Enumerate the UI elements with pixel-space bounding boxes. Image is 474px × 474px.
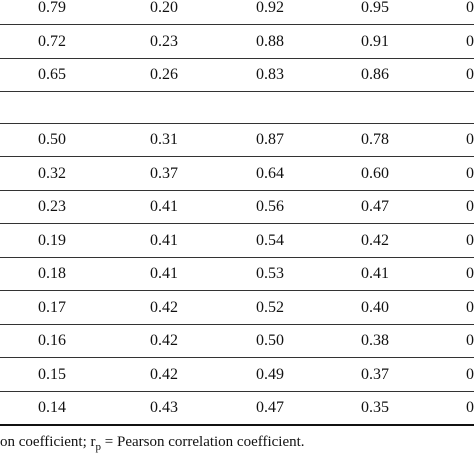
table-cell: 0 <box>466 32 474 50</box>
table-cell: 0.41 <box>150 231 178 249</box>
table-cell: 0.50 <box>256 332 284 349</box>
table-cell: 0.42 <box>150 298 178 316</box>
table-cell: 0 <box>466 332 474 349</box>
table-cell: 0.41 <box>150 265 178 282</box>
table-cell: 0.50 <box>38 131 66 148</box>
footnote-text: on coefficient; r <box>0 434 96 450</box>
table-cell: 0.23 <box>150 32 178 50</box>
table-cell: 0.92 <box>256 0 284 16</box>
table-cell: 0.87 <box>256 131 284 148</box>
table-cell: 0.35 <box>361 399 389 416</box>
table-cell: 0.53 <box>256 265 284 282</box>
row-rule <box>0 123 474 124</box>
row-rule <box>0 189 474 191</box>
row-rule <box>0 290 474 291</box>
footnote-text: = Pearson correlation coefficient. <box>101 434 305 450</box>
row-rule <box>0 390 474 392</box>
table-cell: 0 <box>466 131 474 148</box>
table-cell: 0 <box>466 0 474 16</box>
table-cell: 0.26 <box>150 66 178 83</box>
table-cell: 0.83 <box>256 66 284 83</box>
table-bottom-rule <box>0 424 474 426</box>
table-cell: 0.72 <box>38 32 66 50</box>
table-cell: 0.78 <box>361 131 389 148</box>
table-cell: 0.47 <box>256 399 284 416</box>
table-cell: 0.41 <box>361 265 389 282</box>
table-cell: 0.37 <box>361 365 389 383</box>
table-cell: 0.16 <box>38 332 66 349</box>
table-cell: 0.37 <box>150 164 178 182</box>
table-cell: 0.31 <box>150 131 178 148</box>
table-cell: 0 <box>466 298 474 316</box>
row-rule <box>0 323 474 325</box>
table-cell: 0.91 <box>361 32 389 50</box>
table-cell: 0 <box>466 231 474 249</box>
table-cell: 0 <box>466 265 474 282</box>
table-cell: 0.42 <box>150 365 178 383</box>
table-cell: 0.20 <box>150 0 178 16</box>
table-cell: 0.17 <box>38 298 66 316</box>
row-rule <box>0 357 474 358</box>
table-cell: 0.47 <box>361 198 389 215</box>
table-cell: 0 <box>466 66 474 83</box>
table-cell: 0.88 <box>256 32 284 50</box>
table-cell: 0.56 <box>256 198 284 215</box>
row-rule <box>0 223 474 224</box>
table-cell: 0.38 <box>361 332 389 349</box>
table-cell: 0 <box>466 198 474 215</box>
row-rule <box>0 91 474 92</box>
table-cell: 0.79 <box>38 0 66 16</box>
table-cell: 0.52 <box>256 298 284 316</box>
table-cell: 0.64 <box>256 164 284 182</box>
table-cell: 0.49 <box>256 365 284 383</box>
table-cell: 0 <box>466 164 474 182</box>
table-cell: 0 <box>466 399 474 416</box>
row-rule <box>0 256 474 258</box>
table-cell: 0.18 <box>38 265 66 282</box>
table-cell: 0.95 <box>361 0 389 16</box>
table-cell: 0.43 <box>150 399 178 416</box>
table-cell: 0.40 <box>361 298 389 316</box>
footnote-subscript: p <box>95 441 102 453</box>
table-cell: 0.65 <box>38 66 66 83</box>
table-cell: 0.41 <box>150 198 178 215</box>
table-cell: 0.86 <box>361 66 389 83</box>
table-cell: 0.42 <box>361 231 389 249</box>
table-cell: 0.32 <box>38 164 66 182</box>
table-cell: 0.23 <box>38 198 66 215</box>
table-cell: 0 <box>466 365 474 383</box>
table-cell: 0.42 <box>150 332 178 349</box>
table-cell: 0.60 <box>361 164 389 182</box>
row-rule <box>0 156 474 157</box>
table-cell: 0.15 <box>38 365 66 383</box>
table-cell: 0.14 <box>38 399 66 416</box>
row-rule <box>0 24 474 25</box>
row-rule <box>0 57 474 59</box>
table-cell: 0.54 <box>256 231 284 249</box>
footnote: on coefficient; rp = Pearson correlation… <box>0 434 305 453</box>
table-cell: 0.19 <box>38 231 66 249</box>
